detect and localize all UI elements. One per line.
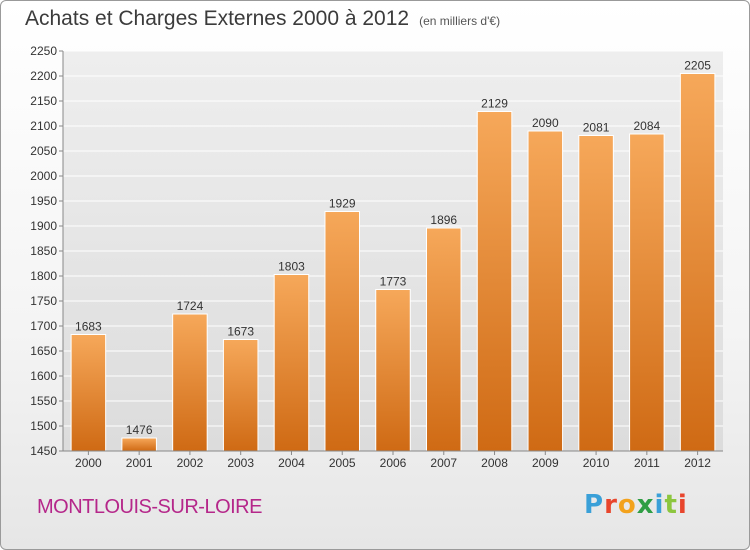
- proxiti-logo[interactable]: Proxiti: [584, 490, 688, 520]
- y-tick-label: 2050: [30, 144, 57, 158]
- x-tick-label: 2011: [634, 456, 660, 470]
- logo-letter: t: [664, 490, 678, 520]
- data-label-2011: 2084: [633, 119, 660, 133]
- data-label-2000: 1683: [75, 320, 102, 334]
- bar-2005: [324, 211, 360, 452]
- bar-2006: [375, 289, 411, 452]
- bar-2000: [70, 334, 107, 452]
- logo-letter: o: [617, 490, 637, 520]
- bars: [70, 73, 716, 452]
- bar-2007: [426, 227, 462, 452]
- x-tick-label: 2009: [532, 456, 559, 470]
- data-label-2010: 2081: [583, 121, 610, 135]
- y-tick-label: 1750: [30, 294, 57, 308]
- data-label-2007: 1896: [430, 213, 457, 227]
- y-tick-label: 2100: [30, 119, 57, 133]
- y-tick-label: 1600: [30, 369, 57, 383]
- y-tick-label: 1900: [30, 219, 57, 233]
- x-tick-label: 2001: [126, 456, 153, 470]
- x-tick-label: 2006: [380, 456, 407, 470]
- y-tick-label: 2150: [30, 94, 57, 108]
- x-tick-label: 2003: [227, 456, 254, 470]
- bar-2001: [121, 437, 157, 452]
- logo-letter: x: [636, 490, 655, 520]
- bar-2010: [578, 135, 614, 452]
- logo-letter: r: [604, 490, 618, 520]
- x-tick-label: 2002: [177, 456, 204, 470]
- bar-2009: [527, 130, 564, 452]
- bar-2008: [476, 111, 513, 452]
- y-tick-label: 1550: [30, 394, 57, 408]
- data-label-2004: 1803: [278, 260, 305, 274]
- bar-2002: [172, 313, 208, 452]
- data-label-2001: 1476: [126, 423, 153, 437]
- y-tick-label: 1700: [30, 319, 57, 333]
- y-tick-label: 1950: [30, 194, 57, 208]
- x-tick-label: 2008: [481, 456, 508, 470]
- data-label-2005: 1929: [329, 197, 356, 211]
- bar-2012: [679, 73, 716, 452]
- x-axis-ticks: 2000 2001 2002 2003 2004 2005 2006 2007 2008 2009…: [75, 451, 711, 470]
- y-tick-label: 2200: [30, 69, 57, 83]
- data-label-2006: 1773: [380, 275, 407, 289]
- x-tick-label: 2000: [75, 456, 102, 470]
- data-labels: 1683 1476 1724 1673 1803 1929 1773 1896 2129 2090…: [75, 59, 711, 438]
- x-tick-label: 2004: [278, 456, 305, 470]
- y-tick-label: 2000: [30, 169, 57, 183]
- data-label-2012: 2205: [684, 59, 711, 73]
- x-tick-label: 2010: [583, 456, 610, 470]
- y-tick-label: 1850: [30, 244, 57, 258]
- y-axis-ticks: 1450 1500 1550 1600 1650 1700 1750 1800 1850 1900…: [30, 44, 63, 458]
- y-tick-label: 1650: [30, 344, 57, 358]
- data-label-2008: 2129: [481, 97, 508, 111]
- x-tick-label: 2012: [684, 456, 711, 470]
- logo-letter: P: [584, 490, 605, 520]
- x-tick-label: 2007: [430, 456, 457, 470]
- town-name: MONTLOUIS-SUR-LOIRE: [37, 496, 262, 518]
- x-tick-label: 2005: [329, 456, 356, 470]
- data-label-2009: 2090: [532, 116, 559, 130]
- y-tick-label: 1450: [30, 444, 57, 458]
- bar-2011: [629, 133, 665, 452]
- title-text: Achats et Charges Externes 2000 à 2012: [25, 7, 410, 30]
- y-tick-label: 1800: [30, 269, 57, 283]
- logo-letter: i: [677, 490, 688, 520]
- logo-letter: i: [654, 490, 665, 520]
- bar-2004: [273, 274, 310, 452]
- bar-2003: [222, 339, 259, 452]
- unit-note: (en milliers d'€): [419, 14, 501, 28]
- data-label-2002: 1724: [177, 299, 204, 313]
- chart-title: Achats et Charges Externes 2000 à 2012 (e…: [25, 7, 500, 31]
- data-label-2003: 1673: [227, 325, 254, 339]
- y-tick-label: 1500: [30, 419, 57, 433]
- y-tick-label: 2250: [30, 44, 57, 58]
